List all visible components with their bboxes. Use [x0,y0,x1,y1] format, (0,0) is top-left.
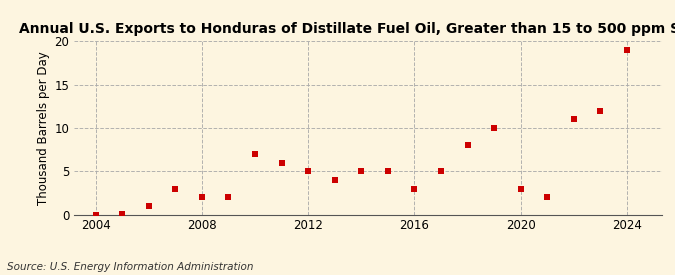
Point [489,126,500,130]
Point [595,108,605,113]
Point [196,195,207,199]
Point [383,169,394,174]
Point [223,195,234,199]
Point [117,212,128,216]
Point [170,186,181,191]
Point [143,204,154,208]
Point [409,186,420,191]
Point [250,152,261,156]
Point [542,195,553,199]
Text: Source: U.S. Energy Information Administration: Source: U.S. Energy Information Administ… [7,262,253,272]
Point [462,143,473,147]
Point [435,169,446,174]
Point [515,186,526,191]
Point [356,169,367,174]
Point [276,160,287,165]
Title: Annual U.S. Exports to Honduras of Distillate Fuel Oil, Greater than 15 to 500 p: Annual U.S. Exports to Honduras of Disti… [19,22,675,36]
Point [90,212,101,217]
Point [302,169,313,174]
Point [329,178,340,182]
Point [622,48,632,52]
Point [568,117,579,122]
Y-axis label: Thousand Barrels per Day: Thousand Barrels per Day [37,51,51,205]
